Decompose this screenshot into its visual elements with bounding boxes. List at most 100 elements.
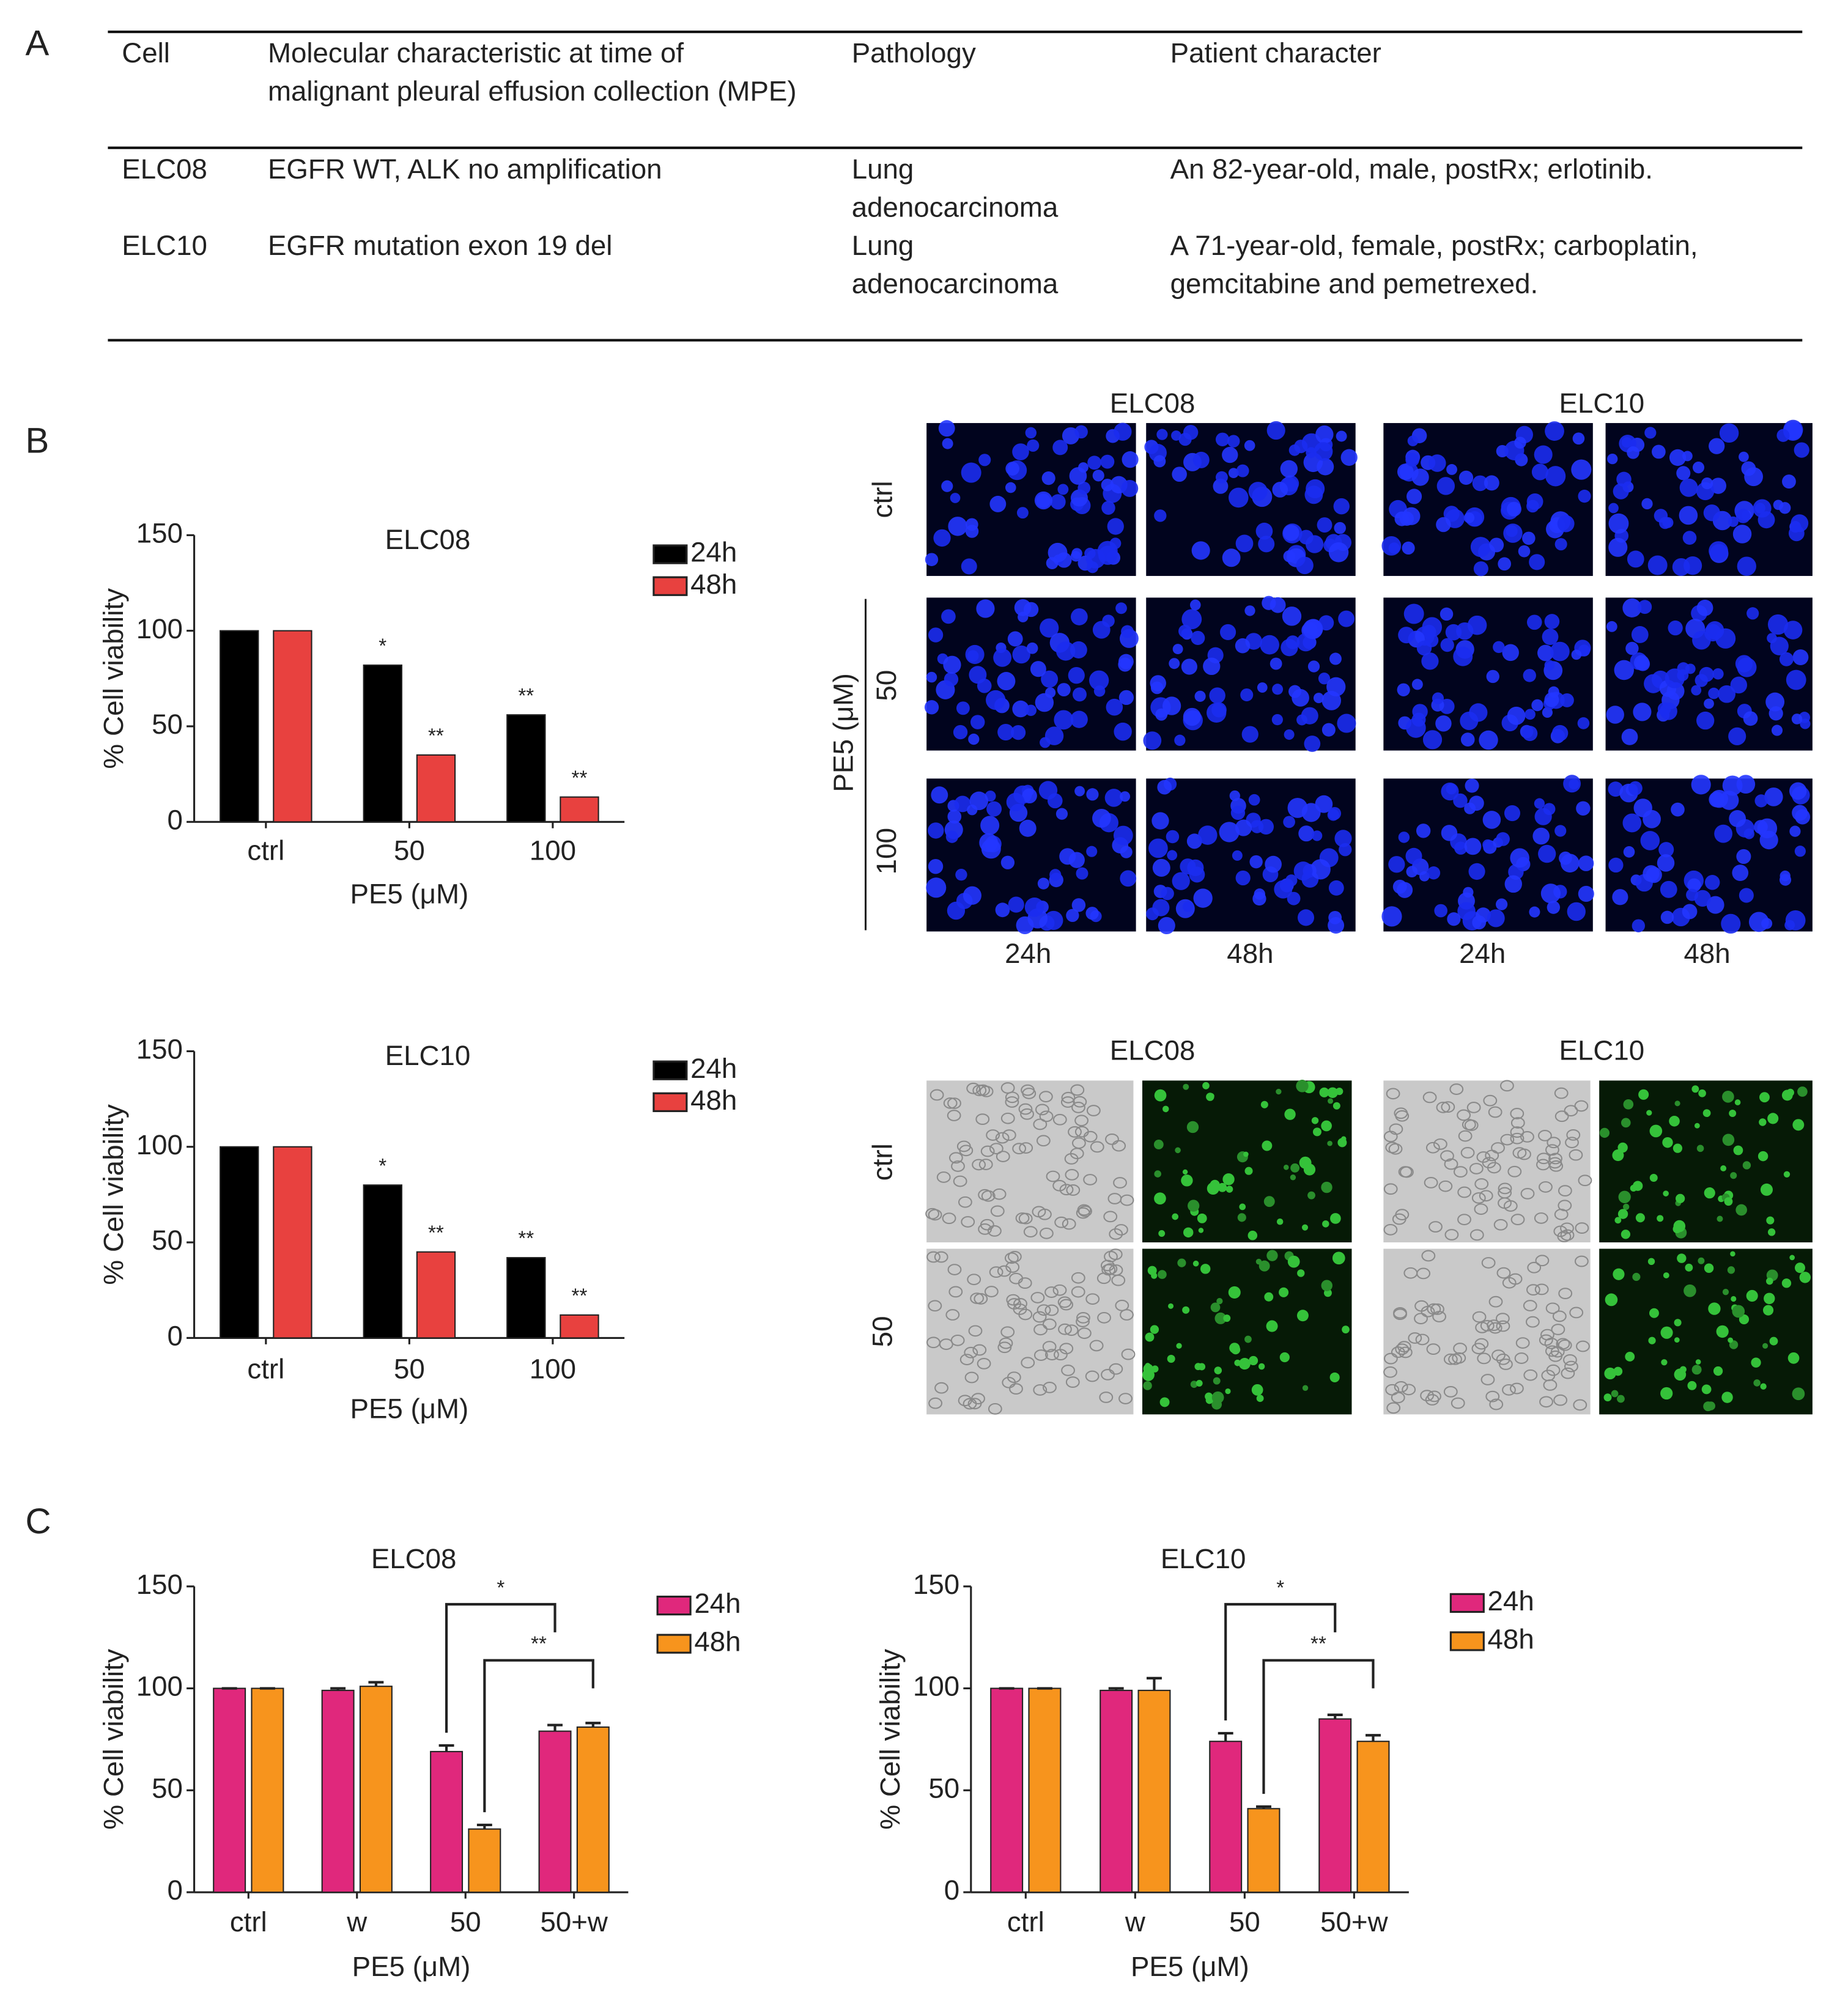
significance: *	[379, 1155, 386, 1178]
cell-outline	[1544, 1337, 1559, 1349]
cell-outline	[1383, 1352, 1398, 1365]
cell-outline	[942, 1212, 956, 1225]
nucleus	[1102, 614, 1115, 627]
nucleus	[1189, 599, 1201, 611]
stained-cell	[1673, 1220, 1686, 1233]
stained-cell	[1685, 1263, 1693, 1272]
nucleus	[1486, 669, 1499, 684]
y-tick-label: 150	[913, 1569, 959, 1600]
cell-outline	[1002, 1129, 1016, 1141]
nucleus	[1333, 498, 1350, 515]
cell-outline	[1109, 1363, 1123, 1375]
nucleus	[1104, 789, 1123, 807]
cell-outline	[992, 1188, 1007, 1200]
nucleus	[1183, 707, 1201, 726]
nucleus	[1397, 683, 1410, 696]
nucleus	[1328, 542, 1349, 562]
nucleus	[1496, 832, 1510, 846]
nucleus	[1612, 889, 1628, 905]
stained-cell	[1176, 1343, 1182, 1349]
bar	[213, 1687, 246, 1893]
error-bar	[1147, 1676, 1162, 1690]
error-bar	[547, 1723, 563, 1731]
stained-cell	[1674, 1100, 1680, 1107]
stained-cell	[1605, 1293, 1618, 1307]
nucleus	[1453, 646, 1473, 666]
stained-cell	[1276, 1218, 1284, 1225]
nucleus	[1523, 669, 1536, 682]
nucleus	[1329, 652, 1342, 665]
cell-outline	[1457, 1186, 1472, 1198]
cell-outline	[1383, 1366, 1397, 1378]
nucleus	[1248, 794, 1260, 806]
stained-cell	[1328, 1098, 1334, 1104]
cell-outline	[1085, 1370, 1100, 1382]
nucleus	[1207, 702, 1227, 723]
nucleus	[1019, 819, 1037, 837]
stained-cell	[1672, 1143, 1683, 1153]
stained-cell	[1660, 1387, 1673, 1400]
nucleus	[1040, 618, 1059, 638]
cell-outline	[1071, 1102, 1085, 1113]
nucleus	[1071, 898, 1086, 912]
cell-outline	[1058, 1323, 1072, 1335]
nucleus	[1633, 702, 1652, 721]
nucleus	[1518, 545, 1531, 558]
nucleus	[1732, 525, 1752, 544]
chart-title: ELC10	[1161, 1543, 1246, 1574]
nucleus	[1301, 707, 1318, 724]
legend-swatch	[1449, 1593, 1485, 1613]
nucleus	[1608, 503, 1619, 514]
y-tick-label: 50	[152, 1772, 183, 1804]
nucleus	[1468, 863, 1485, 880]
micrograph	[1142, 1248, 1352, 1415]
nucleus	[1502, 644, 1519, 662]
nucleus	[1288, 685, 1302, 698]
nucleus	[1252, 891, 1266, 906]
cell-outline	[1488, 1106, 1502, 1118]
cell-outline	[1403, 1267, 1418, 1279]
nucleus	[1026, 642, 1038, 654]
nucleus	[1783, 621, 1803, 640]
cell-outline	[1575, 1222, 1589, 1234]
table-header: Cell	[122, 37, 170, 69]
cell-outline	[1105, 1133, 1119, 1145]
image-column-label: ELC10	[1559, 388, 1645, 419]
image-column-label: ELC08	[1110, 388, 1196, 419]
cell-outline	[1064, 1153, 1079, 1165]
nucleus	[1692, 630, 1711, 650]
nucleus	[931, 786, 948, 804]
stained-cell	[1617, 1395, 1625, 1403]
cell-outline	[1563, 1354, 1577, 1366]
x-tick-label: 100	[530, 1354, 576, 1385]
cell-outline	[928, 1300, 942, 1312]
cell-outline	[1109, 1228, 1123, 1240]
stained-cell	[1307, 1191, 1315, 1200]
cell-outline	[1433, 1138, 1447, 1150]
nucleus	[1381, 536, 1402, 556]
nucleus	[1542, 629, 1559, 646]
nucleus	[1303, 619, 1323, 640]
stained-cell	[1222, 1173, 1235, 1185]
nucleus	[1220, 624, 1236, 641]
nucleus	[1023, 602, 1039, 617]
cell-outline	[1085, 1293, 1100, 1305]
nucleus	[1696, 599, 1713, 616]
nucleus	[1118, 690, 1134, 706]
cell-outline	[1500, 1080, 1514, 1092]
cell-outline	[1012, 1143, 1027, 1155]
nucleus	[1660, 880, 1677, 898]
nucleus	[1606, 706, 1624, 724]
cell-outline	[934, 1382, 948, 1394]
nucleus	[1608, 513, 1629, 534]
bar	[1209, 1741, 1243, 1893]
cell-outline	[1064, 1324, 1079, 1336]
cell-outline	[1483, 1094, 1498, 1107]
stained-cell	[1632, 1272, 1641, 1281]
chart-title: ELC08	[371, 1543, 457, 1574]
nucleus	[1487, 909, 1505, 927]
stained-cell	[1757, 1151, 1769, 1162]
legend-label: 48h	[690, 569, 737, 600]
stained-cell	[1266, 1320, 1278, 1332]
y-axis-label: % Cell viability	[98, 1649, 129, 1830]
